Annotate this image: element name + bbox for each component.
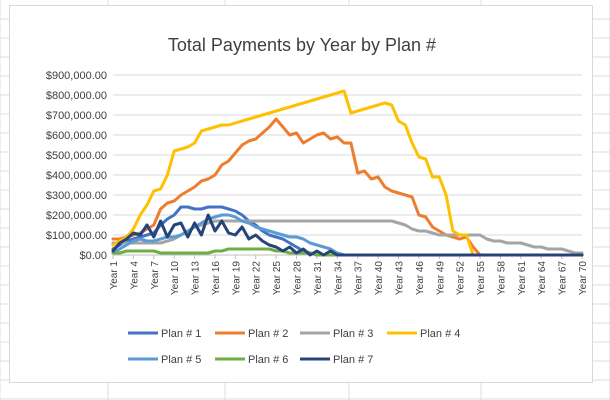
legend-label-plan-1: Plan # 1 xyxy=(161,328,201,340)
y-tick-label: $300,000.00 xyxy=(46,190,107,202)
legend: Plan # 1 Plan # 2 Plan # 3 Plan # 4 Plan # 5… xyxy=(128,328,460,366)
legend-label-plan-6: Plan # 6 xyxy=(248,354,288,366)
legend-label-plan-5: Plan # 5 xyxy=(161,354,201,366)
x-tick-label: Year 70 xyxy=(578,261,589,296)
y-tick-label: $0.00 xyxy=(79,250,107,262)
x-tick-label: Year 7 xyxy=(150,261,161,290)
y-axis-ticks: $0.00 $100,000.00 $200,000.00 $300,000.00 $4… xyxy=(46,70,107,262)
x-tick-label: Year 10 xyxy=(170,261,181,296)
x-tick-label: Year 61 xyxy=(517,261,528,296)
legend-label-plan-3: Plan # 3 xyxy=(333,328,373,340)
y-tick-label: $900,000.00 xyxy=(46,70,107,82)
x-tick-label: Year 31 xyxy=(313,261,324,296)
x-tick-label: Year 34 xyxy=(333,261,344,296)
x-tick-label: Year 13 xyxy=(191,261,202,296)
x-tick-label: Year 67 xyxy=(558,261,569,296)
x-tick-label: Year 58 xyxy=(496,261,507,296)
chart-svg: Total Payments by Year by Plan # $0.00 $1… xyxy=(46,35,589,366)
x-tick-label: Year 52 xyxy=(456,261,467,296)
series-line-plan-7[interactable] xyxy=(111,213,584,257)
y-tick-label: $400,000.00 xyxy=(46,170,107,182)
y-tick-label: $800,000.00 xyxy=(46,90,107,102)
x-tick-label: Year 22 xyxy=(252,261,263,296)
x-tick-label: Year 4 xyxy=(129,261,140,290)
x-tick-label: Year 46 xyxy=(415,261,426,296)
y-tick-label: $500,000.00 xyxy=(46,150,107,162)
series-lines xyxy=(111,89,584,257)
chart-area[interactable]: Total Payments by Year by Plan # $0.00 $1… xyxy=(9,5,593,383)
x-tick-label: Year 28 xyxy=(293,261,304,296)
x-tick-label: Year 37 xyxy=(354,261,365,296)
x-axis-ticks: Year 1 Year 4 Year 7 Year 10 Year 13 Year 16 Y… xyxy=(109,255,589,295)
grid-lines xyxy=(113,74,582,256)
x-tick-label: Year 40 xyxy=(374,261,385,296)
legend-label-plan-2: Plan # 2 xyxy=(248,328,288,340)
legend-label-plan-7: Plan # 7 xyxy=(333,354,373,366)
chart-title: Total Payments by Year by Plan # xyxy=(168,35,436,55)
x-tick-label: Year 43 xyxy=(394,261,405,296)
x-tick-label: Year 19 xyxy=(231,261,242,296)
y-tick-label: $600,000.00 xyxy=(46,130,107,142)
x-tick-label: Year 25 xyxy=(272,261,283,296)
x-tick-label: Year 49 xyxy=(435,261,446,296)
x-tick-label: Year 64 xyxy=(537,261,548,296)
x-tick-label: Year 1 xyxy=(109,261,120,290)
x-tick-label: Year 55 xyxy=(476,261,487,296)
y-tick-label: $200,000.00 xyxy=(46,210,107,222)
y-tick-label: $700,000.00 xyxy=(46,110,107,122)
legend-label-plan-4: Plan # 4 xyxy=(420,328,460,340)
y-tick-label: $100,000.00 xyxy=(46,230,107,242)
x-tick-label: Year 16 xyxy=(211,261,222,296)
